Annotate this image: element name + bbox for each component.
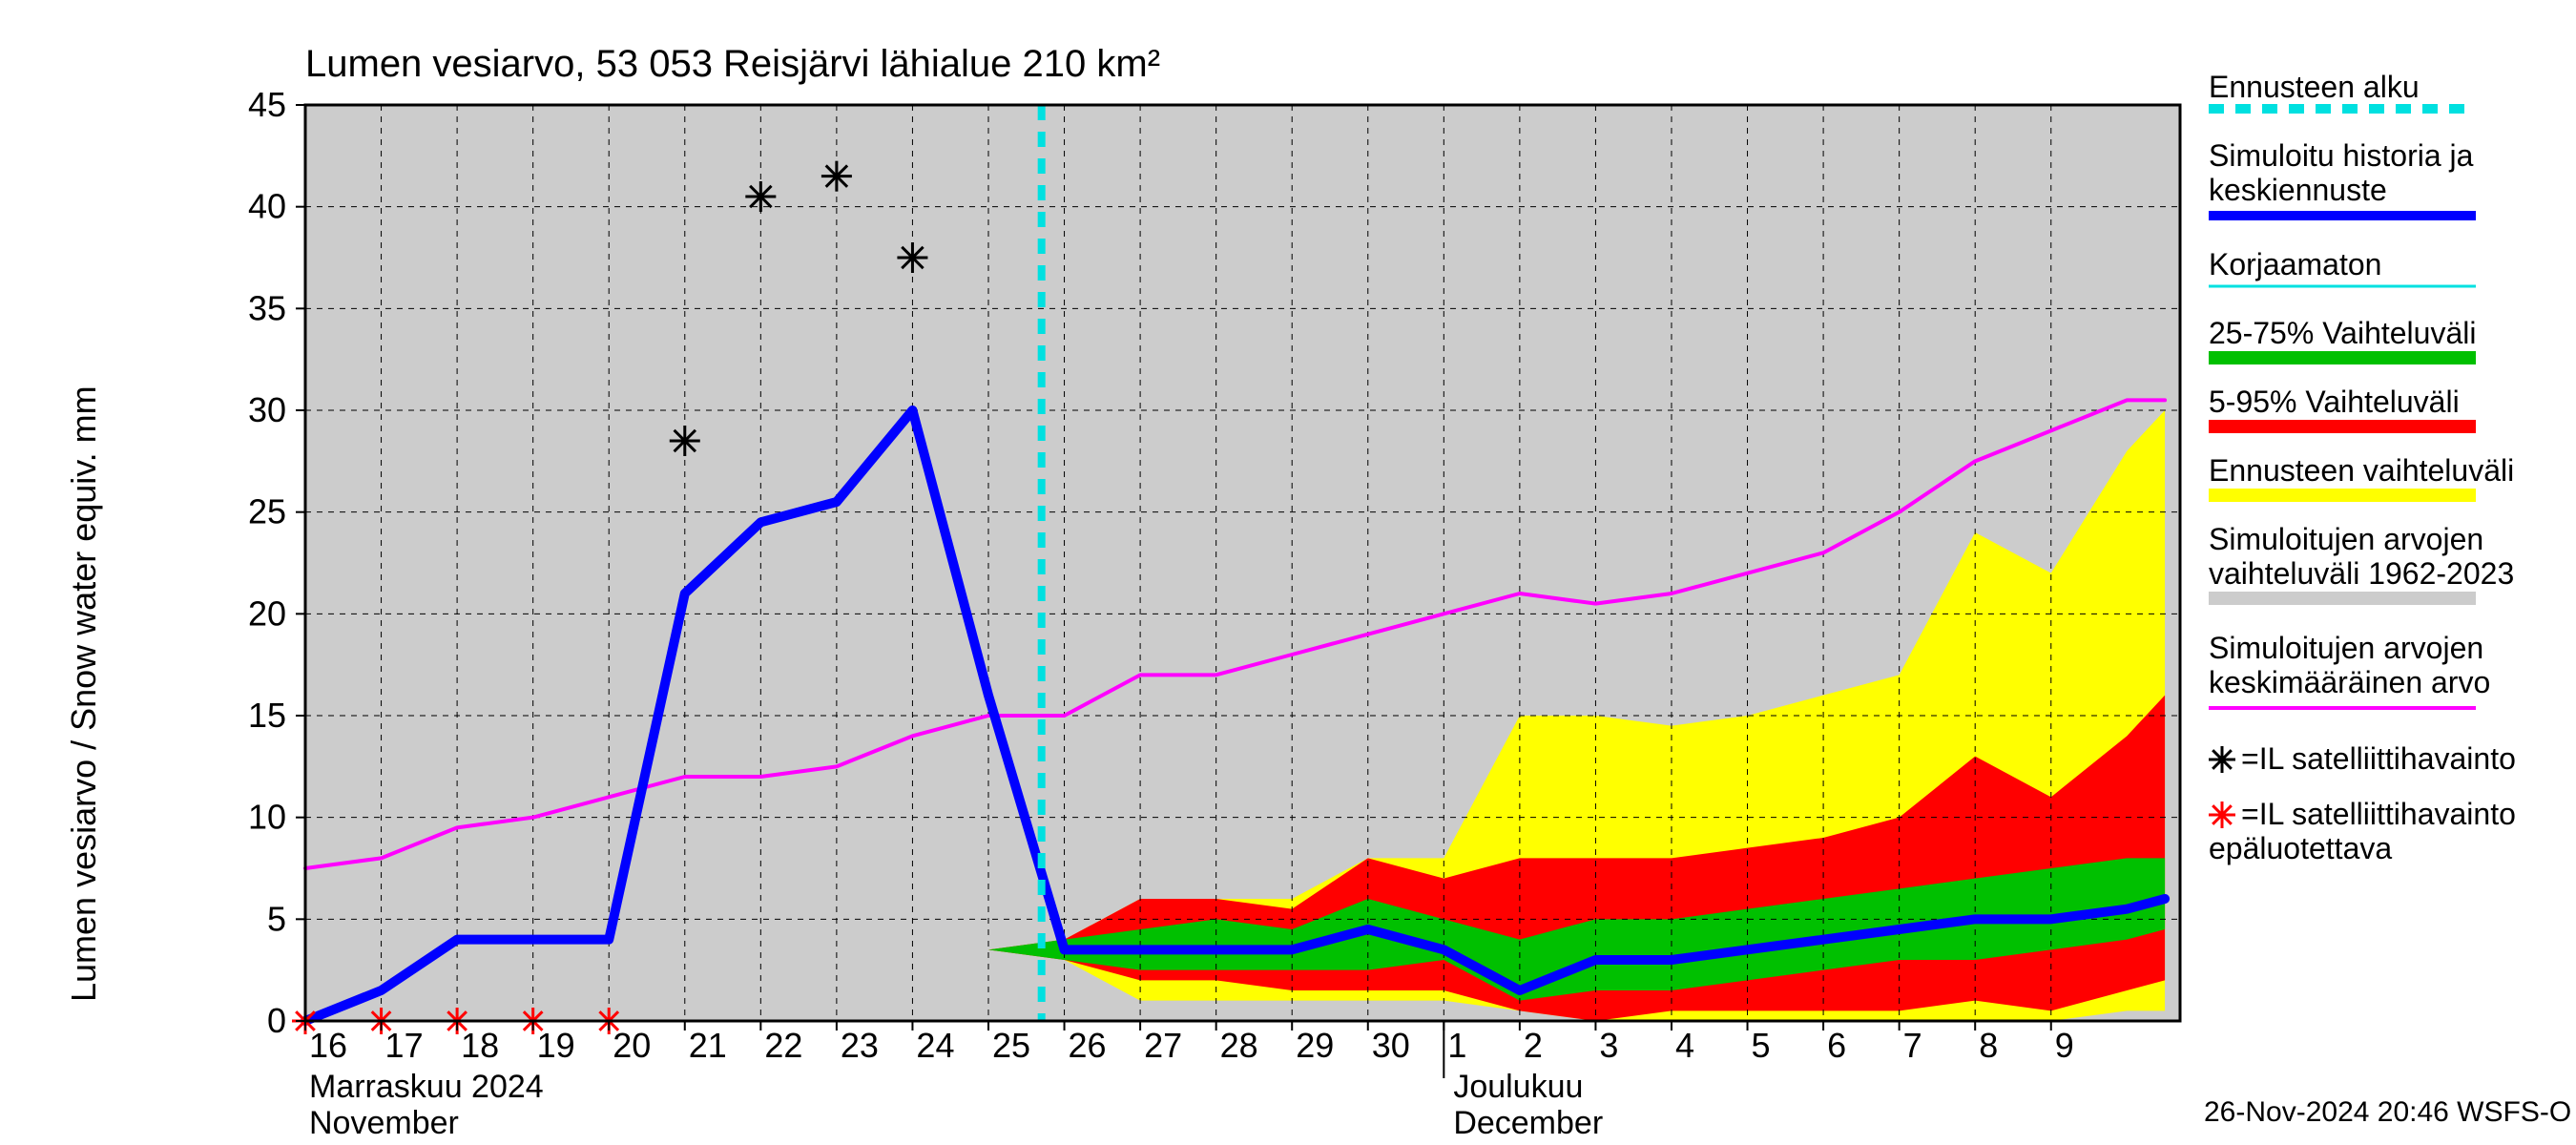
- y-tick-label: 15: [248, 696, 286, 735]
- x-tick-label: 29: [1296, 1026, 1334, 1065]
- x-tick-label: 25: [992, 1026, 1030, 1065]
- y-tick-label: 30: [248, 390, 286, 429]
- x-tick-label: 9: [2055, 1026, 2074, 1065]
- legend-historic-range-label2: vaihteluväli 1962-2023: [2209, 556, 2514, 591]
- x-tick-label: 24: [916, 1026, 954, 1065]
- legend-sat-red-label: =IL satelliittihavainto: [2241, 797, 2516, 831]
- legend-forecast-range-swatch: [2209, 489, 2476, 502]
- y-tick-label: 10: [248, 798, 286, 837]
- legend-sat-black-swatch: [2209, 746, 2235, 773]
- x-tick-label: 17: [385, 1026, 424, 1065]
- legend-forecast-start-label: Ennusteen alku: [2209, 70, 2420, 104]
- sat-black-marker: [897, 242, 927, 273]
- chart-svg: 0510152025303540451617181920212223242526…: [0, 0, 2576, 1145]
- x-tick-label: 18: [461, 1026, 499, 1065]
- y-tick-label: 5: [267, 899, 286, 938]
- y-tick-label: 45: [248, 85, 286, 124]
- x-tick-label: 26: [1069, 1026, 1107, 1065]
- legend-historic-mean-label: Simuloitujen arvojen: [2209, 631, 2483, 665]
- legend-historic-range-label: Simuloitujen arvojen: [2209, 522, 2483, 556]
- legend-sat-red-label2: epäluotettava: [2209, 831, 2392, 865]
- chart-title: Lumen vesiarvo, 53 053 Reisjärvi lähialu…: [305, 43, 1160, 85]
- x-tick-label: 21: [689, 1026, 727, 1065]
- x-tick-label: 2: [1524, 1026, 1543, 1065]
- y-tick-label: 20: [248, 593, 286, 633]
- legend-5-95-label: 5-95% Vaihteluväli: [2209, 385, 2460, 419]
- sat-black-marker: [745, 181, 776, 212]
- x-tick-label: 3: [1599, 1026, 1618, 1065]
- month-label-nov-fi: Marraskuu 2024: [309, 1069, 544, 1105]
- legend-sat-black-label: =IL satelliittihavainto: [2241, 741, 2516, 776]
- x-tick-label: 28: [1220, 1026, 1258, 1065]
- legend-25-75-label: 25-75% Vaihteluväli: [2209, 316, 2476, 350]
- legend-25-75-swatch: [2209, 351, 2476, 364]
- x-tick-label: 20: [613, 1026, 651, 1065]
- x-tick-label: 22: [764, 1026, 802, 1065]
- x-tick-label: 8: [1979, 1026, 1998, 1065]
- x-tick-label: 23: [841, 1026, 879, 1065]
- x-tick-label: 6: [1827, 1026, 1846, 1065]
- x-tick-label: 19: [537, 1026, 575, 1065]
- month-label-nov-en: November: [309, 1105, 459, 1141]
- legend-simulated-label: Simuloitu historia ja: [2209, 138, 2474, 173]
- legend-uncorrected-label: Korjaamaton: [2209, 247, 2381, 281]
- legend-historic-range-swatch: [2209, 592, 2476, 605]
- month-label-dec-en: December: [1453, 1105, 1603, 1141]
- legend-forecast-range-label: Ennusteen vaihteluväli: [2209, 453, 2514, 488]
- y-tick-label: 40: [248, 187, 286, 226]
- y-tick-label: 0: [267, 1001, 286, 1040]
- x-tick-label: 30: [1372, 1026, 1410, 1065]
- legend-5-95-swatch: [2209, 420, 2476, 433]
- y-tick-label: 25: [248, 492, 286, 531]
- x-tick-label: 4: [1675, 1026, 1694, 1065]
- legend-historic-mean-label2: keskimääräinen arvo: [2209, 665, 2490, 699]
- x-tick-label: 16: [309, 1026, 347, 1065]
- x-tick-label: 7: [1903, 1026, 1922, 1065]
- legend-simulated-label2: keskiennuste: [2209, 173, 2387, 207]
- x-tick-label: 5: [1752, 1026, 1771, 1065]
- y-tick-label: 35: [248, 288, 286, 327]
- x-tick-label: 1: [1447, 1026, 1466, 1065]
- x-tick-label: 27: [1144, 1026, 1182, 1065]
- footer-timestamp: 26-Nov-2024 20:46 WSFS-O: [2204, 1096, 2571, 1128]
- y-axis-label: Lumen vesiarvo / Snow water equiv. mm: [64, 385, 103, 1002]
- legend-sat-red-swatch: [2209, 802, 2235, 828]
- month-label-dec-fi: Joulukuu: [1453, 1069, 1583, 1105]
